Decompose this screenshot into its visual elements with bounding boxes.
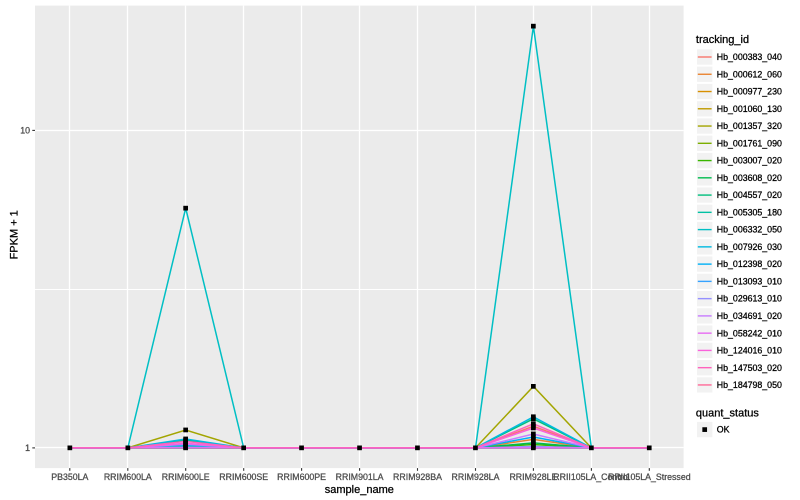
svg-text:Hb_007926_030: Hb_007926_030 (717, 242, 782, 252)
svg-text:sample_name: sample_name (325, 484, 394, 496)
svg-text:Hb_001060_130: Hb_001060_130 (717, 104, 782, 114)
svg-text:RRIM928BA: RRIM928BA (393, 472, 442, 482)
svg-text:FPKM + 1: FPKM + 1 (9, 210, 21, 259)
svg-text:Hb_147503_020: Hb_147503_020 (717, 363, 782, 373)
svg-text:tracking_id: tracking_id (696, 34, 749, 46)
svg-text:Hb_001357_320: Hb_001357_320 (717, 121, 782, 131)
svg-text:Hb_000612_060: Hb_000612_060 (717, 69, 782, 79)
svg-text:Hb_000977_230: Hb_000977_230 (717, 87, 782, 97)
svg-text:PB350LA: PB350LA (51, 472, 88, 482)
svg-text:Hb_005305_180: Hb_005305_180 (717, 207, 782, 217)
svg-text:RRIM600PE: RRIM600PE (277, 472, 326, 482)
svg-text:Hb_013093_010: Hb_013093_010 (717, 276, 782, 286)
svg-text:Hb_029613_010: Hb_029613_010 (717, 294, 782, 304)
svg-text:Hb_012398_020: Hb_012398_020 (717, 259, 782, 269)
svg-text:Hb_003007_020: Hb_003007_020 (717, 156, 782, 166)
svg-text:10: 10 (20, 126, 30, 136)
svg-text:RRIM901LA: RRIM901LA (336, 472, 384, 482)
svg-text:RRII105LA_Control: RRII105LA_Control (553, 472, 629, 482)
svg-text:Hb_034691_020: Hb_034691_020 (717, 311, 782, 321)
svg-text:1: 1 (25, 443, 30, 453)
svg-text:RRIM600SE: RRIM600SE (219, 472, 268, 482)
svg-text:Hb_184798_050: Hb_184798_050 (717, 380, 782, 390)
svg-text:Hb_003608_020: Hb_003608_020 (717, 173, 782, 183)
svg-text:Hb_001761_090: Hb_001761_090 (717, 138, 782, 148)
svg-text:Hb_058242_010: Hb_058242_010 (717, 328, 782, 338)
svg-text:RRIM600LE: RRIM600LE (162, 472, 210, 482)
svg-text:Hb_000383_040: Hb_000383_040 (717, 52, 782, 62)
svg-text:RRIM600LA: RRIM600LA (104, 472, 152, 482)
svg-text:OK: OK (717, 425, 730, 435)
svg-text:Hb_004557_020: Hb_004557_020 (717, 190, 782, 200)
svg-text:RRII105LA_Stressed: RRII105LA_Stressed (608, 472, 691, 482)
svg-text:Hb_006332_050: Hb_006332_050 (717, 225, 782, 235)
svg-text:Hb_124016_010: Hb_124016_010 (717, 346, 782, 356)
svg-text:RRIM928LE: RRIM928LE (509, 472, 557, 482)
svg-text:quant_status: quant_status (696, 408, 759, 420)
svg-text:RRIM928LA: RRIM928LA (452, 472, 500, 482)
